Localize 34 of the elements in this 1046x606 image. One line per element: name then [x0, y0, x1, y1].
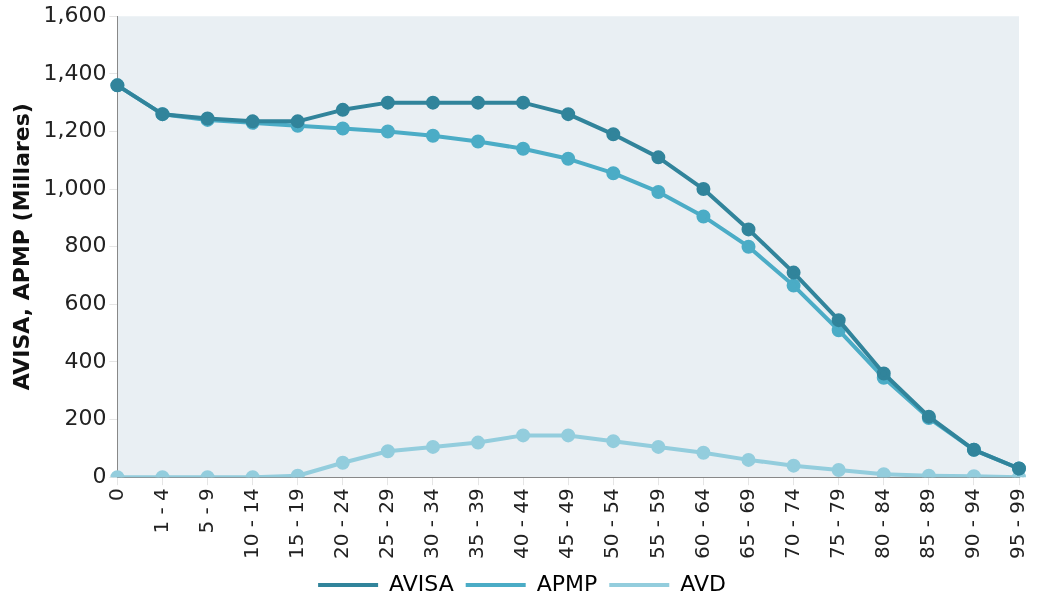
x-tick-label: 30 - 34 — [419, 488, 444, 560]
x-tick-label: 75 - 79 — [824, 488, 849, 560]
legend-label: APMP — [536, 570, 598, 596]
x-tick-label: 55 - 59 — [644, 488, 669, 560]
x-tick-label: 60 - 64 — [689, 488, 714, 560]
y-tick-label: 1,400 — [43, 59, 107, 85]
y-tick-label: 200 — [64, 405, 107, 431]
y-tick-label: 1,600 — [43, 1, 107, 27]
x-tick-label: 95 - 99 — [1005, 488, 1030, 560]
x-tick-label: 25 - 29 — [374, 488, 399, 560]
y-tick-label: 600 — [64, 290, 107, 316]
y-tick-label: 800 — [64, 232, 107, 258]
x-tick-label: 20 - 24 — [328, 488, 353, 560]
y-tick-label: 400 — [64, 347, 107, 373]
legend-label: AVISA — [389, 570, 454, 596]
x-tick-label: 0 — [103, 488, 128, 501]
y-tick-label: 1,200 — [43, 117, 107, 143]
legend-label: AVD — [680, 570, 726, 596]
x-tick-label: 50 - 54 — [599, 488, 624, 560]
x-tick-label: 35 - 39 — [464, 488, 489, 560]
x-tick-label: 65 - 69 — [734, 488, 759, 560]
x-tick-label: 85 - 89 — [915, 488, 940, 560]
y-tick-label: 0 — [92, 462, 107, 488]
x-tick-label: 40 - 44 — [509, 488, 534, 560]
x-tick-label: 45 - 49 — [554, 488, 579, 560]
x-tick-label: 90 - 94 — [960, 488, 985, 560]
x-tick-label: 70 - 74 — [779, 488, 804, 560]
y-axis-title: AVISA, APMP (Millares) — [8, 103, 34, 391]
x-tick-label: 5 - 9 — [193, 488, 218, 534]
x-tick-label: 1 - 4 — [148, 488, 173, 534]
x-tick-label: 10 - 14 — [238, 488, 263, 560]
y-tick-label: 1,000 — [43, 174, 107, 200]
x-tick-label: 15 - 19 — [283, 488, 308, 560]
x-tick-label: 80 - 84 — [869, 488, 894, 560]
